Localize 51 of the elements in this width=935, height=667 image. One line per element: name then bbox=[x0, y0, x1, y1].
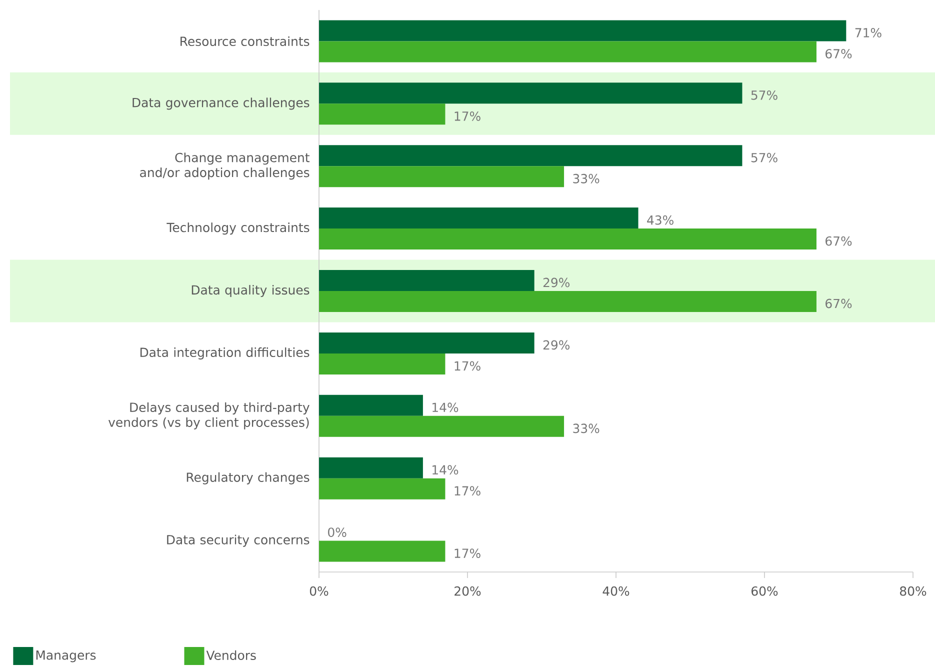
bar bbox=[319, 353, 446, 374]
x-tick-label: 20% bbox=[454, 586, 481, 596]
y-tick-label: Technology constraints bbox=[166, 222, 310, 235]
data-label: 57% bbox=[751, 90, 778, 100]
bar bbox=[319, 208, 638, 229]
data-label: 17% bbox=[454, 111, 480, 121]
data-label: 17% bbox=[454, 548, 480, 558]
data-label: 0% bbox=[328, 528, 346, 537]
data-label: 29% bbox=[543, 278, 570, 288]
bar bbox=[319, 20, 846, 42]
bar bbox=[319, 332, 534, 354]
data-label: 67% bbox=[826, 298, 852, 308]
y-tick-label: Data quality issues bbox=[192, 284, 310, 298]
y-tick-label: Regulatory changes bbox=[186, 472, 310, 484]
data-label: 14% bbox=[432, 402, 458, 412]
bar bbox=[319, 104, 446, 125]
y-tick-label: Change management and/or adoption challenges bbox=[140, 152, 310, 180]
bar bbox=[319, 291, 816, 312]
x-tick-label: 60% bbox=[752, 586, 778, 596]
data-label: 67% bbox=[826, 49, 852, 58]
y-tick-label: Data governance challenges bbox=[132, 98, 310, 110]
y-tick-label: Resource constraints bbox=[180, 36, 310, 46]
bar bbox=[319, 457, 423, 478]
data-label: 43% bbox=[647, 215, 674, 225]
x-tick-label: 0% bbox=[310, 586, 328, 596]
bar bbox=[319, 145, 742, 166]
data-label: 17% bbox=[454, 486, 480, 496]
bar bbox=[319, 416, 564, 437]
data-label: 17% bbox=[454, 361, 480, 371]
data-label: 29% bbox=[543, 340, 570, 350]
legend-label: Vendors bbox=[206, 650, 256, 660]
data-label: 33% bbox=[573, 174, 600, 184]
x-tick-label: 40% bbox=[602, 586, 630, 596]
bar bbox=[319, 41, 816, 62]
y-tick-label: Data integration difficulties bbox=[140, 347, 310, 360]
data-label: 67% bbox=[826, 236, 852, 246]
bar bbox=[319, 478, 446, 500]
x-tick-label: 80% bbox=[900, 586, 926, 596]
bar bbox=[319, 82, 742, 104]
data-label: 57% bbox=[751, 152, 778, 162]
y-tick-label: Delays caused by third-party vendors (vs by client processes) bbox=[108, 402, 310, 430]
bar bbox=[319, 166, 564, 188]
data-label: 14% bbox=[432, 465, 458, 475]
y-tick-label: Data security concerns bbox=[167, 534, 310, 547]
data-label: 33% bbox=[573, 424, 600, 434]
bar bbox=[319, 228, 816, 250]
bar bbox=[319, 540, 446, 562]
legend-label: Managers bbox=[36, 650, 96, 662]
data-label: 71% bbox=[855, 28, 882, 38]
bar bbox=[319, 394, 423, 416]
bar bbox=[319, 270, 534, 292]
